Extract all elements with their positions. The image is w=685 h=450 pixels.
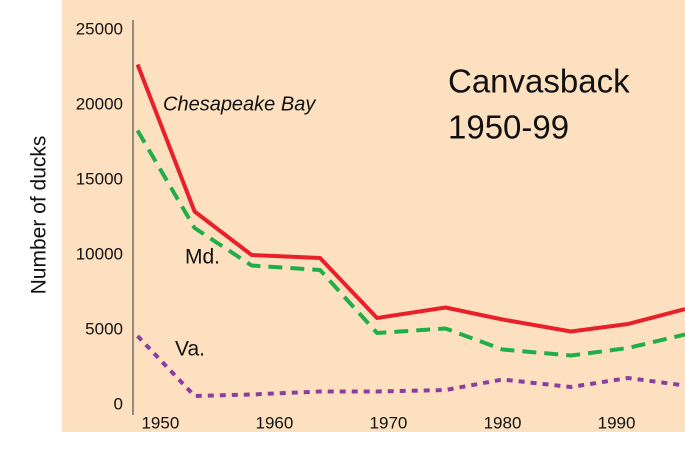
y-tick-label: 15000: [76, 169, 123, 188]
x-tick-label: 1960: [256, 413, 294, 432]
chart-title: Canvasback: [448, 63, 630, 100]
x-tick-label: 1950: [141, 413, 179, 432]
x-tick-label: 1980: [484, 413, 522, 432]
y-tick-label: 25000: [76, 19, 123, 38]
y-axis-label: Number of ducks: [28, 136, 51, 295]
series-label: Md.: [185, 246, 220, 269]
series-label: Chesapeake Bay: [163, 93, 316, 115]
chart-subtitle: 1950-99: [448, 109, 569, 146]
series-label: Va.: [175, 338, 205, 361]
series-line: [135, 63, 685, 334]
series-line: [136, 334, 685, 398]
y-tick-label: 5000: [85, 319, 123, 338]
y-tick-label: 20000: [76, 94, 123, 113]
y-tick-label: 10000: [76, 244, 123, 263]
x-tick-label: 1990: [598, 413, 636, 432]
y-tick-label: 0: [114, 394, 123, 413]
plot-background: [62, 0, 685, 432]
x-tick-label: 1970: [370, 413, 408, 432]
series-line: [135, 129, 685, 358]
